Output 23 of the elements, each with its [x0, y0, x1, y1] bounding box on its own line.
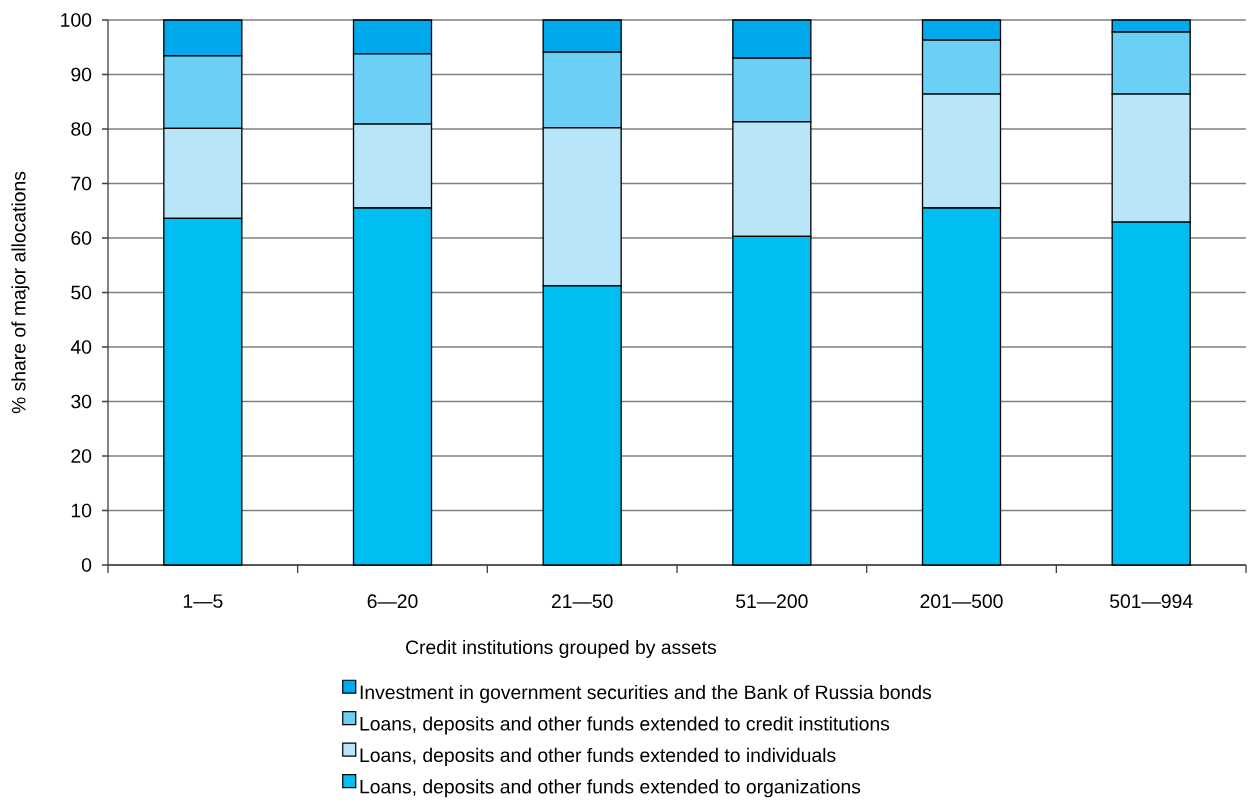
x-tick-label: 51—200 — [736, 594, 808, 609]
y-tick-label: 10 — [71, 503, 92, 518]
y-tick-label: 30 — [71, 394, 92, 409]
x-tick-label: 501—994 — [1110, 594, 1193, 609]
legend-label: Loans, deposits and other funds extended to organizations — [360, 779, 861, 798]
legend-label: Loans, deposits and other funds extended to individuals — [360, 747, 836, 766]
y-tick-label: 60 — [71, 231, 92, 245]
y-tick-label: 100 — [61, 13, 92, 27]
y-tick-label: 90 — [71, 67, 92, 82]
y-tick-label: 70 — [71, 176, 92, 191]
legend-label: Loans, deposits and other funds extended to credit institutions — [360, 716, 890, 735]
y-tick-label: 50 — [71, 285, 92, 300]
y-tick-label: 20 — [71, 449, 92, 463]
x-tick-label: 21—50 — [551, 594, 613, 609]
x-axis-title: Credit institutions grouped by assets — [406, 639, 716, 658]
x-tick-label: 201—500 — [920, 594, 1003, 609]
y-tick-label: 80 — [71, 122, 92, 136]
y-tick-label: 0 — [81, 558, 92, 572]
legend-label: Investment in government securities and the Bank of Russia bonds — [360, 684, 932, 703]
y-axis-title: % share of major allocations — [11, 171, 30, 414]
x-tick-label: 6—20 — [367, 594, 418, 609]
y-tick-label: 40 — [70, 340, 92, 354]
x-tick-label: 1—5 — [183, 594, 223, 608]
